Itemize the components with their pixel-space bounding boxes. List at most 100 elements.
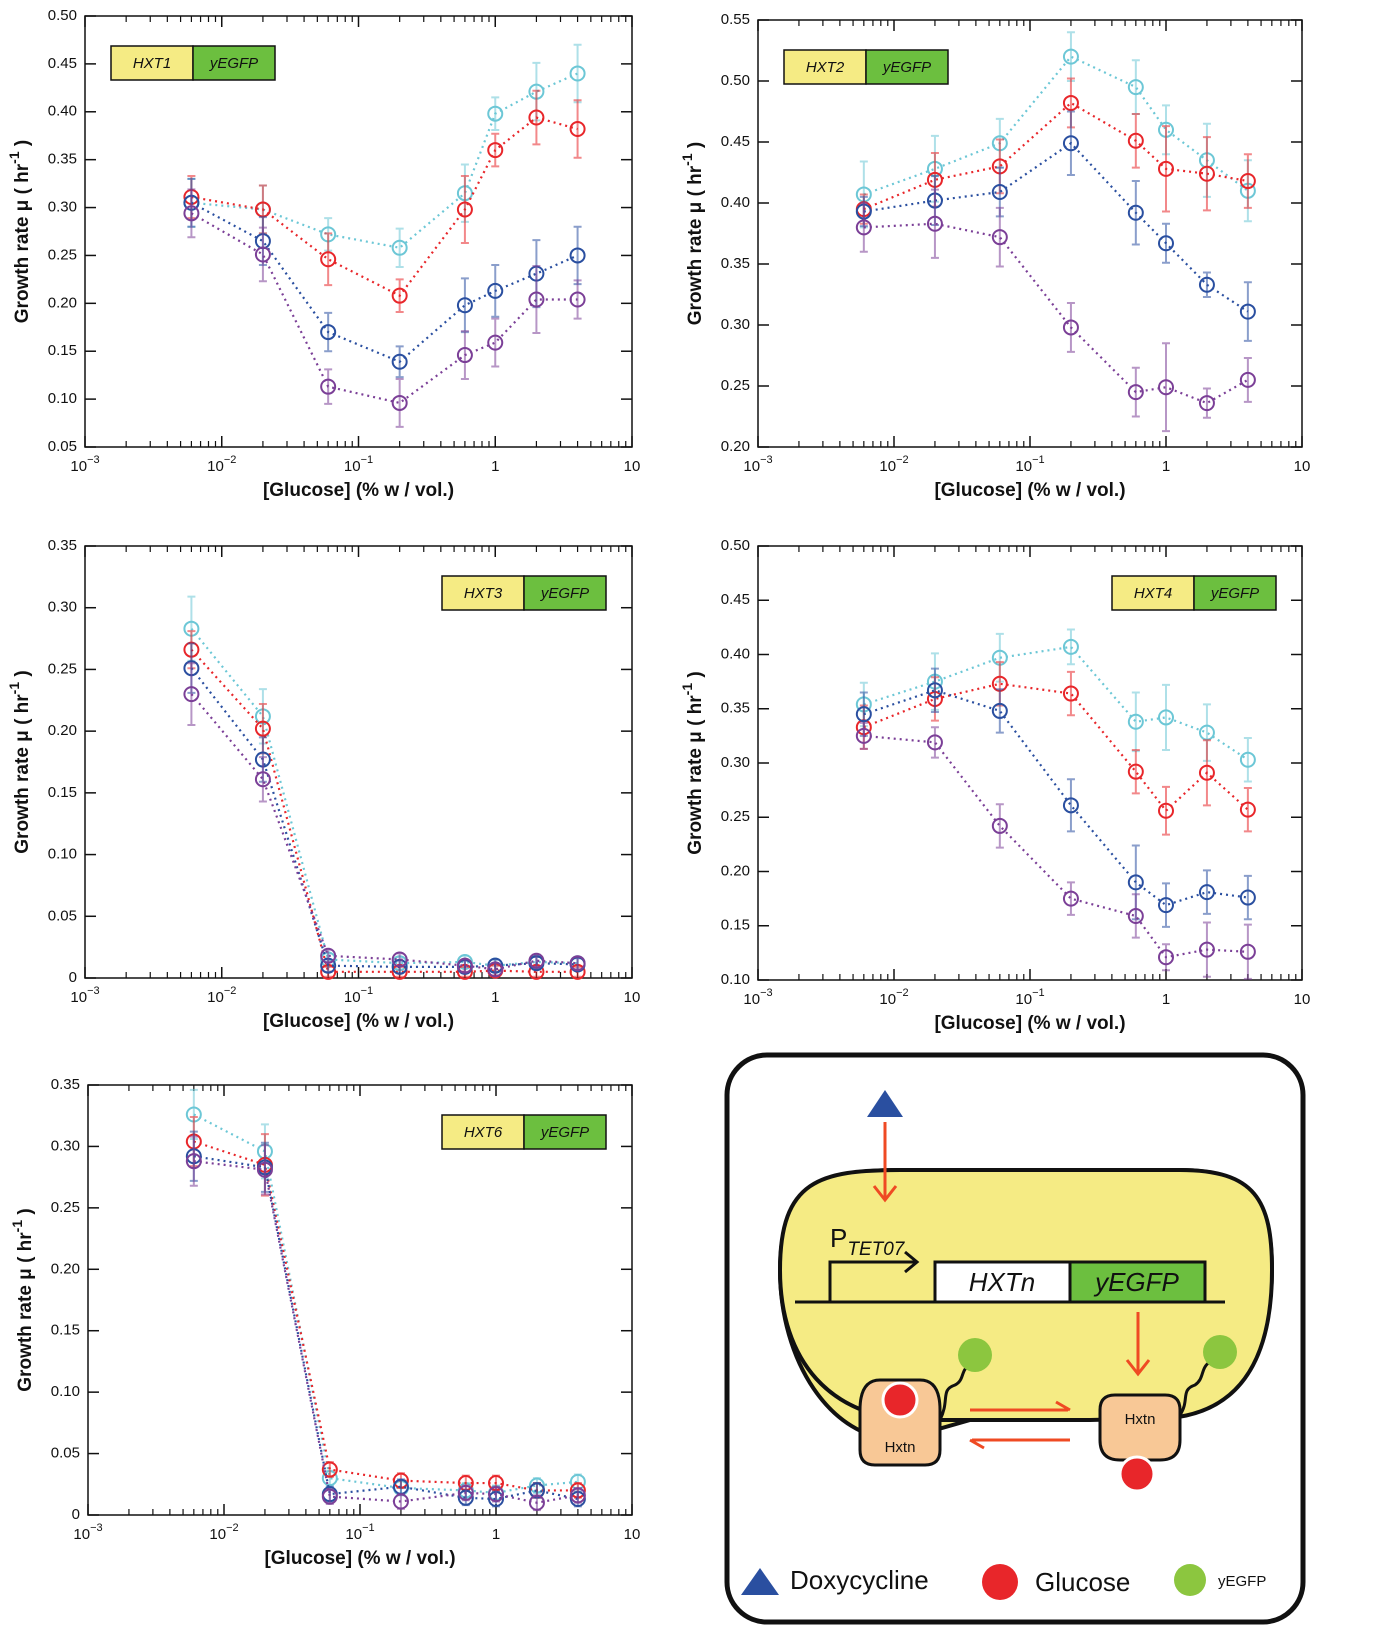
point <box>1158 160 1174 177</box>
error-bar <box>260 1144 269 1196</box>
diagram: PTET07 HXTn yEGFP Hxtn Hxtn Doxycycline … <box>724 1052 1306 1625</box>
point <box>1239 303 1256 320</box>
point <box>1127 204 1144 221</box>
error-bar <box>1066 628 1075 666</box>
point <box>1062 48 1079 65</box>
y-axis-label-end: ) <box>12 670 33 682</box>
x-tick-exponent: −1 <box>1032 987 1045 999</box>
inset-box <box>1193 575 1277 611</box>
point <box>254 720 271 737</box>
x-axis-label: [Glucose] (% w / vol.) <box>263 480 454 501</box>
y-tick-label: 0.15 <box>48 784 77 801</box>
x-tick-label: 10 <box>624 458 641 475</box>
x-tick-label: 10−3 <box>73 1522 102 1543</box>
point <box>183 205 200 222</box>
x-tick-exponent: −3 <box>760 987 773 999</box>
error-bar <box>995 206 1004 268</box>
error-bar <box>573 279 582 320</box>
error-bar <box>324 232 333 287</box>
x-tick-label: 1 <box>491 458 499 475</box>
inset-box <box>523 1114 607 1150</box>
point <box>528 291 545 308</box>
y-tick-label: 0.40 <box>721 194 750 211</box>
x-tick-base: 10 <box>207 989 224 1006</box>
series-line <box>193 1160 579 1504</box>
point <box>456 297 473 314</box>
point <box>569 121 586 138</box>
point <box>320 324 337 341</box>
x-tick-label: 10−1 <box>345 1522 374 1543</box>
inset-label: yEGFP <box>1210 585 1259 602</box>
x-tick-exponent: −2 <box>224 454 237 466</box>
y-axis-label-sup: -1 <box>9 1220 25 1233</box>
error-bar <box>1162 683 1170 751</box>
x-tick-base: 10 <box>345 1526 362 1543</box>
point <box>487 282 504 299</box>
y-tick-label: 0.30 <box>721 754 750 771</box>
error-bar <box>258 226 267 283</box>
x-tick-label: 1 <box>1162 991 1170 1008</box>
x-tick-base: 10 <box>207 458 224 475</box>
point <box>1158 897 1174 914</box>
point <box>1127 907 1144 924</box>
error-bar <box>258 756 267 803</box>
point <box>569 247 586 264</box>
point <box>1198 395 1215 412</box>
point <box>1239 889 1256 906</box>
doxycycline-icon <box>867 1090 903 1117</box>
gene-box <box>933 1260 1072 1304</box>
transporter-label: Hxtn <box>885 1439 916 1456</box>
x-tick-label: 10−1 <box>344 985 373 1006</box>
error-bar <box>1162 882 1170 928</box>
series-line <box>193 1155 579 1501</box>
point <box>528 109 545 126</box>
y-tick-label: 0.05 <box>48 438 77 455</box>
error-bar <box>1066 881 1075 916</box>
x-tick-base: 10 <box>879 458 896 475</box>
x-tick-label: 10−2 <box>879 454 908 475</box>
x-tick-label: 10−1 <box>344 454 373 475</box>
series-line <box>191 72 579 249</box>
error-bar <box>1066 778 1075 833</box>
point <box>1062 638 1079 655</box>
error-bar <box>1202 271 1211 298</box>
y-tick-label: 0.40 <box>721 645 750 662</box>
inset-box <box>783 49 867 85</box>
gene-label: HXTn <box>969 1267 1035 1297</box>
series-line <box>863 141 1249 313</box>
error-bar <box>187 188 196 239</box>
y-tick-label: 0.10 <box>721 971 750 988</box>
error-bar <box>460 277 469 334</box>
point <box>487 105 504 122</box>
point <box>855 727 872 744</box>
point <box>320 251 337 268</box>
transporter-label: Hxtn <box>1125 1411 1156 1428</box>
inset-label: yEGFP <box>209 55 258 72</box>
point <box>1198 941 1215 958</box>
x-tick-exponent: −1 <box>362 1522 375 1534</box>
point <box>391 394 408 411</box>
x-tick-label: 10−3 <box>70 985 99 1006</box>
inset-box <box>865 49 949 85</box>
x-tick-base: 10 <box>344 458 361 475</box>
error-bar <box>491 317 500 368</box>
y-tick-label: 0.10 <box>48 846 77 863</box>
error-bar <box>930 726 939 759</box>
y-tick-label: 0.15 <box>721 917 750 934</box>
error-bar <box>1243 356 1252 403</box>
y-tick-label: 0.20 <box>48 294 77 311</box>
y-tick-label: 0.20 <box>51 1260 80 1277</box>
x-tick-exponent: −1 <box>361 985 374 997</box>
arrowhead <box>969 1438 985 1450</box>
y-tick-label: 0.35 <box>721 255 750 272</box>
promoter-arrow <box>828 1260 915 1302</box>
inset-label: HXT4 <box>1134 585 1172 602</box>
y-tick-label: 0.35 <box>48 151 77 168</box>
y-axis-label-text: Growth rate μ ( hr <box>15 1232 36 1392</box>
point <box>1239 751 1256 768</box>
x-tick-exponent: −3 <box>87 985 100 997</box>
inset-label: HXT1 <box>133 55 171 72</box>
y-axis-label-text: Growth rate μ ( hr <box>12 694 33 854</box>
x-tick-exponent: −1 <box>361 454 374 466</box>
